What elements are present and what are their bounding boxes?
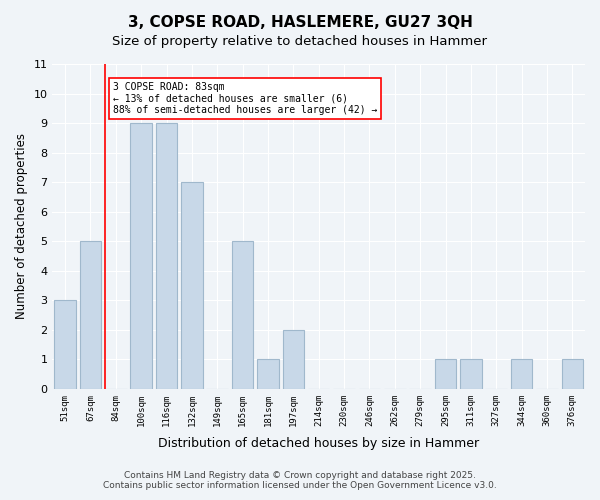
- Bar: [232, 241, 253, 389]
- Y-axis label: Number of detached properties: Number of detached properties: [15, 134, 28, 320]
- Bar: [435, 360, 456, 389]
- Text: Contains HM Land Registry data © Crown copyright and database right 2025.
Contai: Contains HM Land Registry data © Crown c…: [103, 470, 497, 490]
- Bar: [80, 241, 101, 389]
- Bar: [511, 360, 532, 389]
- Bar: [283, 330, 304, 389]
- Bar: [181, 182, 203, 389]
- X-axis label: Distribution of detached houses by size in Hammer: Distribution of detached houses by size …: [158, 437, 479, 450]
- Bar: [55, 300, 76, 389]
- Bar: [130, 123, 152, 389]
- Text: Size of property relative to detached houses in Hammer: Size of property relative to detached ho…: [113, 35, 487, 48]
- Bar: [460, 360, 482, 389]
- Bar: [562, 360, 583, 389]
- Bar: [257, 360, 279, 389]
- Text: 3, COPSE ROAD, HASLEMERE, GU27 3QH: 3, COPSE ROAD, HASLEMERE, GU27 3QH: [128, 15, 472, 30]
- Text: 3 COPSE ROAD: 83sqm
← 13% of detached houses are smaller (6)
88% of semi-detache: 3 COPSE ROAD: 83sqm ← 13% of detached ho…: [113, 82, 377, 115]
- Bar: [156, 123, 178, 389]
